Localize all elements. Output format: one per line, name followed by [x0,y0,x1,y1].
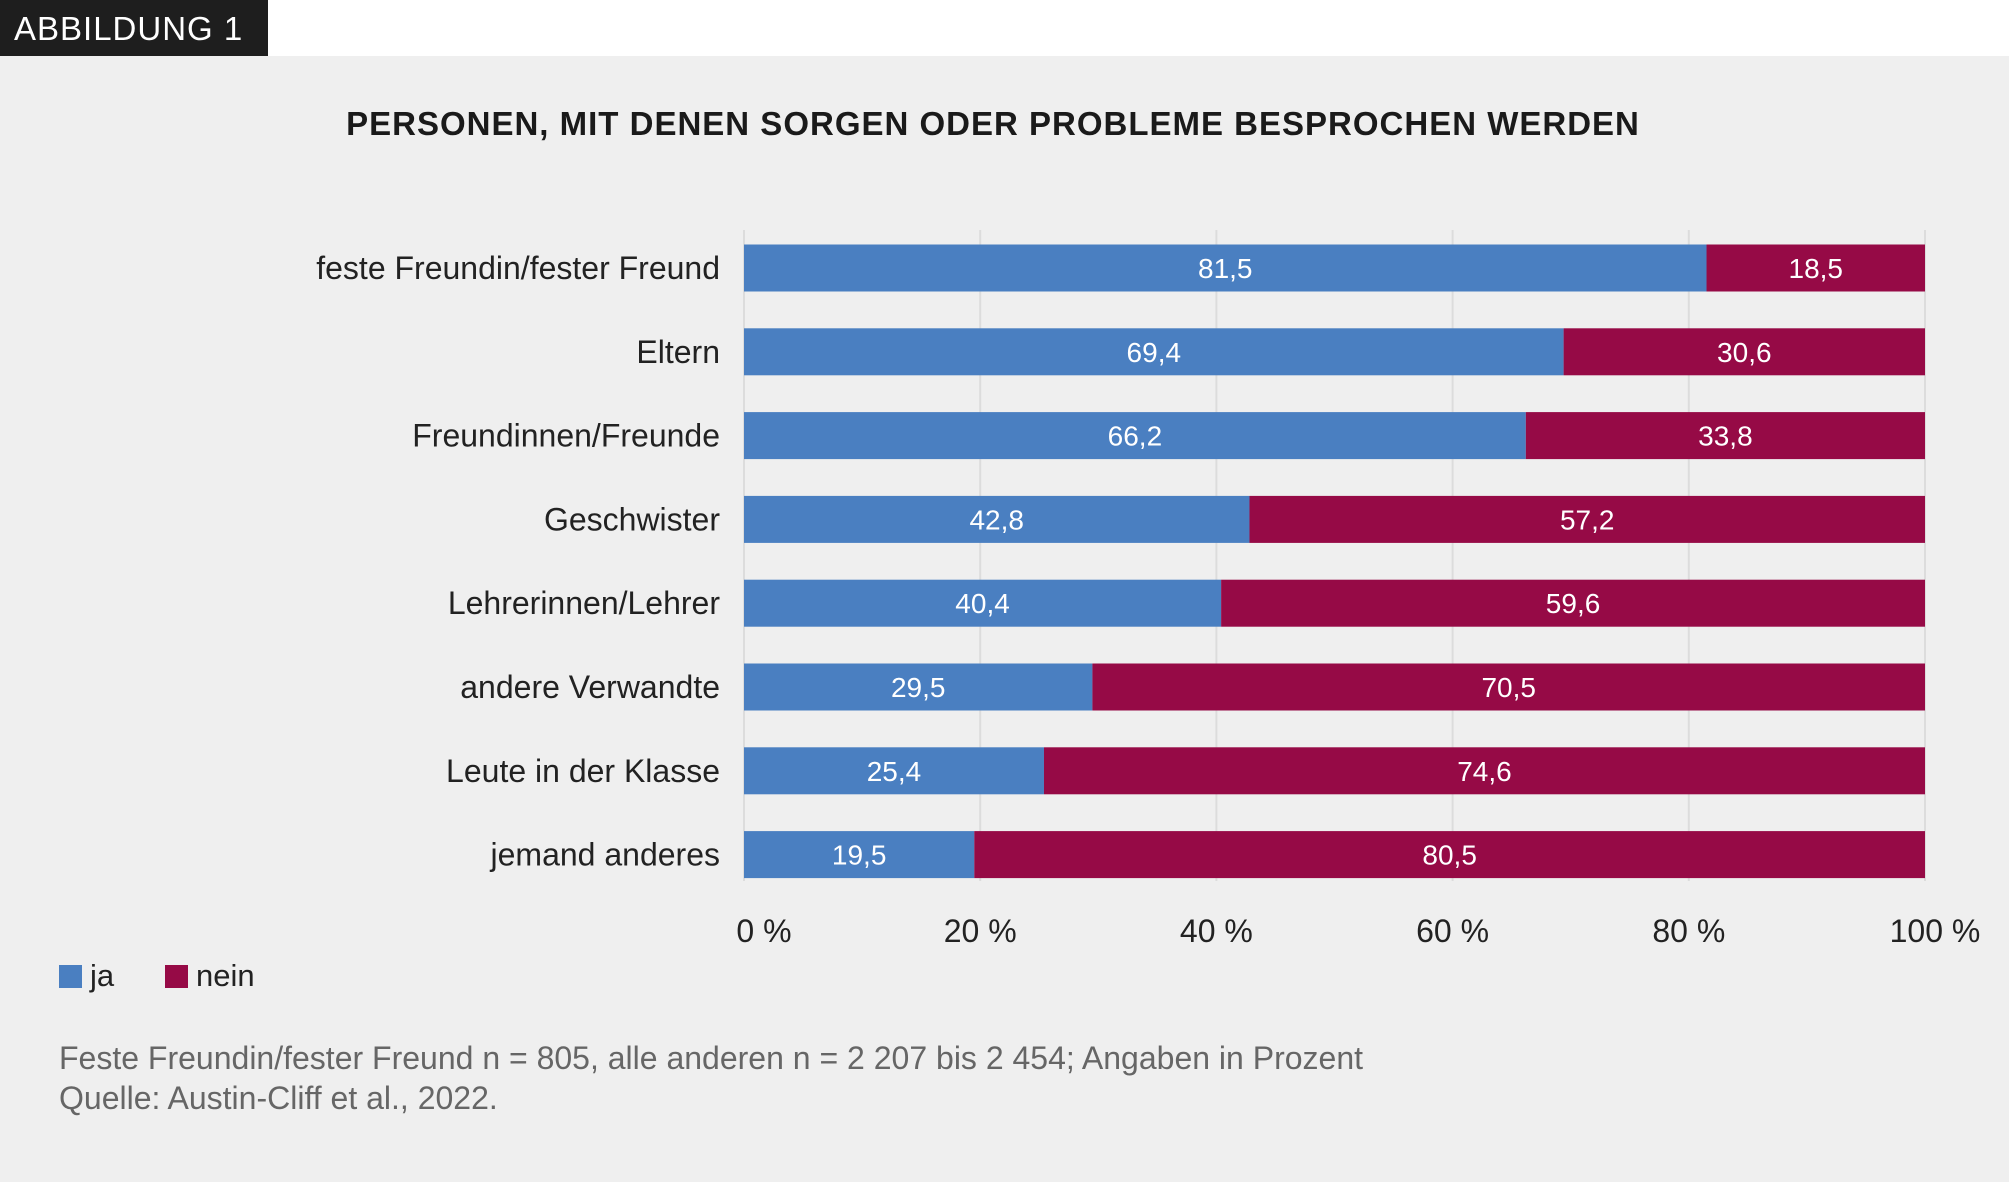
bar-ja [744,412,1526,460]
legend-item-nein: nein [165,958,255,994]
figure-label: ABBILDUNG 1 [0,0,268,56]
data-label-nein: 80,5 [1422,840,1477,871]
x-tick-label: 100 % [1890,913,1981,949]
data-label-ja: 81,5 [1198,253,1253,284]
footnote: Feste Freundin/fester Freund n = 805, al… [59,1040,1363,1076]
legend-label-nein: nein [196,958,255,993]
data-label-ja: 40,4 [955,588,1010,619]
category-label: Geschwister [544,501,720,537]
legend-item-ja: ja [59,958,114,994]
category-label: Leute in der Klasse [446,753,720,789]
category-label: Lehrerinnen/Lehrer [448,585,721,621]
data-label-nein: 33,8 [1698,421,1753,452]
header-band [0,0,2009,56]
x-tick-label: 20 % [944,913,1017,949]
category-label: Eltern [636,334,720,370]
bar-ja [744,579,1222,627]
legend-swatch-nein [165,964,188,988]
bar-ja [744,328,1564,376]
bar-nein [1221,579,1925,627]
data-label-nein: 18,5 [1789,253,1844,284]
bar-ja [744,831,975,879]
x-tick-label: 40 % [1180,913,1253,949]
bar-ja [744,244,1707,292]
category-label: andere Verwandte [460,669,720,705]
category-label: Freundinnen/Freunde [412,418,720,454]
data-label-ja: 42,8 [969,504,1024,535]
bar-nein [1525,412,1925,460]
category-label: feste Freundin/fester Freund [316,250,720,286]
bar-nein [974,831,1925,879]
legend-swatch-ja [59,964,82,988]
bar-nein [1563,328,1925,376]
chart-title: PERSONEN, MIT DENEN SORGEN ODER PROBLEME… [346,105,1640,142]
data-label-ja: 29,5 [891,672,946,703]
data-label-ja: 66,2 [1108,421,1163,452]
x-tick-label: 60 % [1416,913,1489,949]
data-label-nein: 70,5 [1481,672,1536,703]
x-tick-label: 0 % [736,913,791,949]
bar-nein [1706,244,1925,292]
data-label-ja: 25,4 [867,756,922,787]
bar-ja [744,495,1250,543]
bar-nein [1092,663,1925,711]
bar-ja [744,747,1044,795]
category-label: jemand anderes [490,837,720,873]
source: Quelle: Austin-Cliff et al., 2022. [59,1080,498,1116]
bar-ja [744,663,1093,711]
data-label-nein: 59,6 [1546,588,1601,619]
bar-nein [1249,495,1925,543]
data-label-nein: 57,2 [1560,504,1615,535]
data-label-nein: 30,6 [1717,337,1772,368]
bar-nein [1043,747,1925,795]
data-label-ja: 19,5 [832,840,887,871]
x-tick-label: 80 % [1652,913,1725,949]
data-label-ja: 69,4 [1127,337,1182,368]
legend-label-ja: ja [90,958,115,993]
data-label-nein: 74,6 [1457,756,1512,787]
